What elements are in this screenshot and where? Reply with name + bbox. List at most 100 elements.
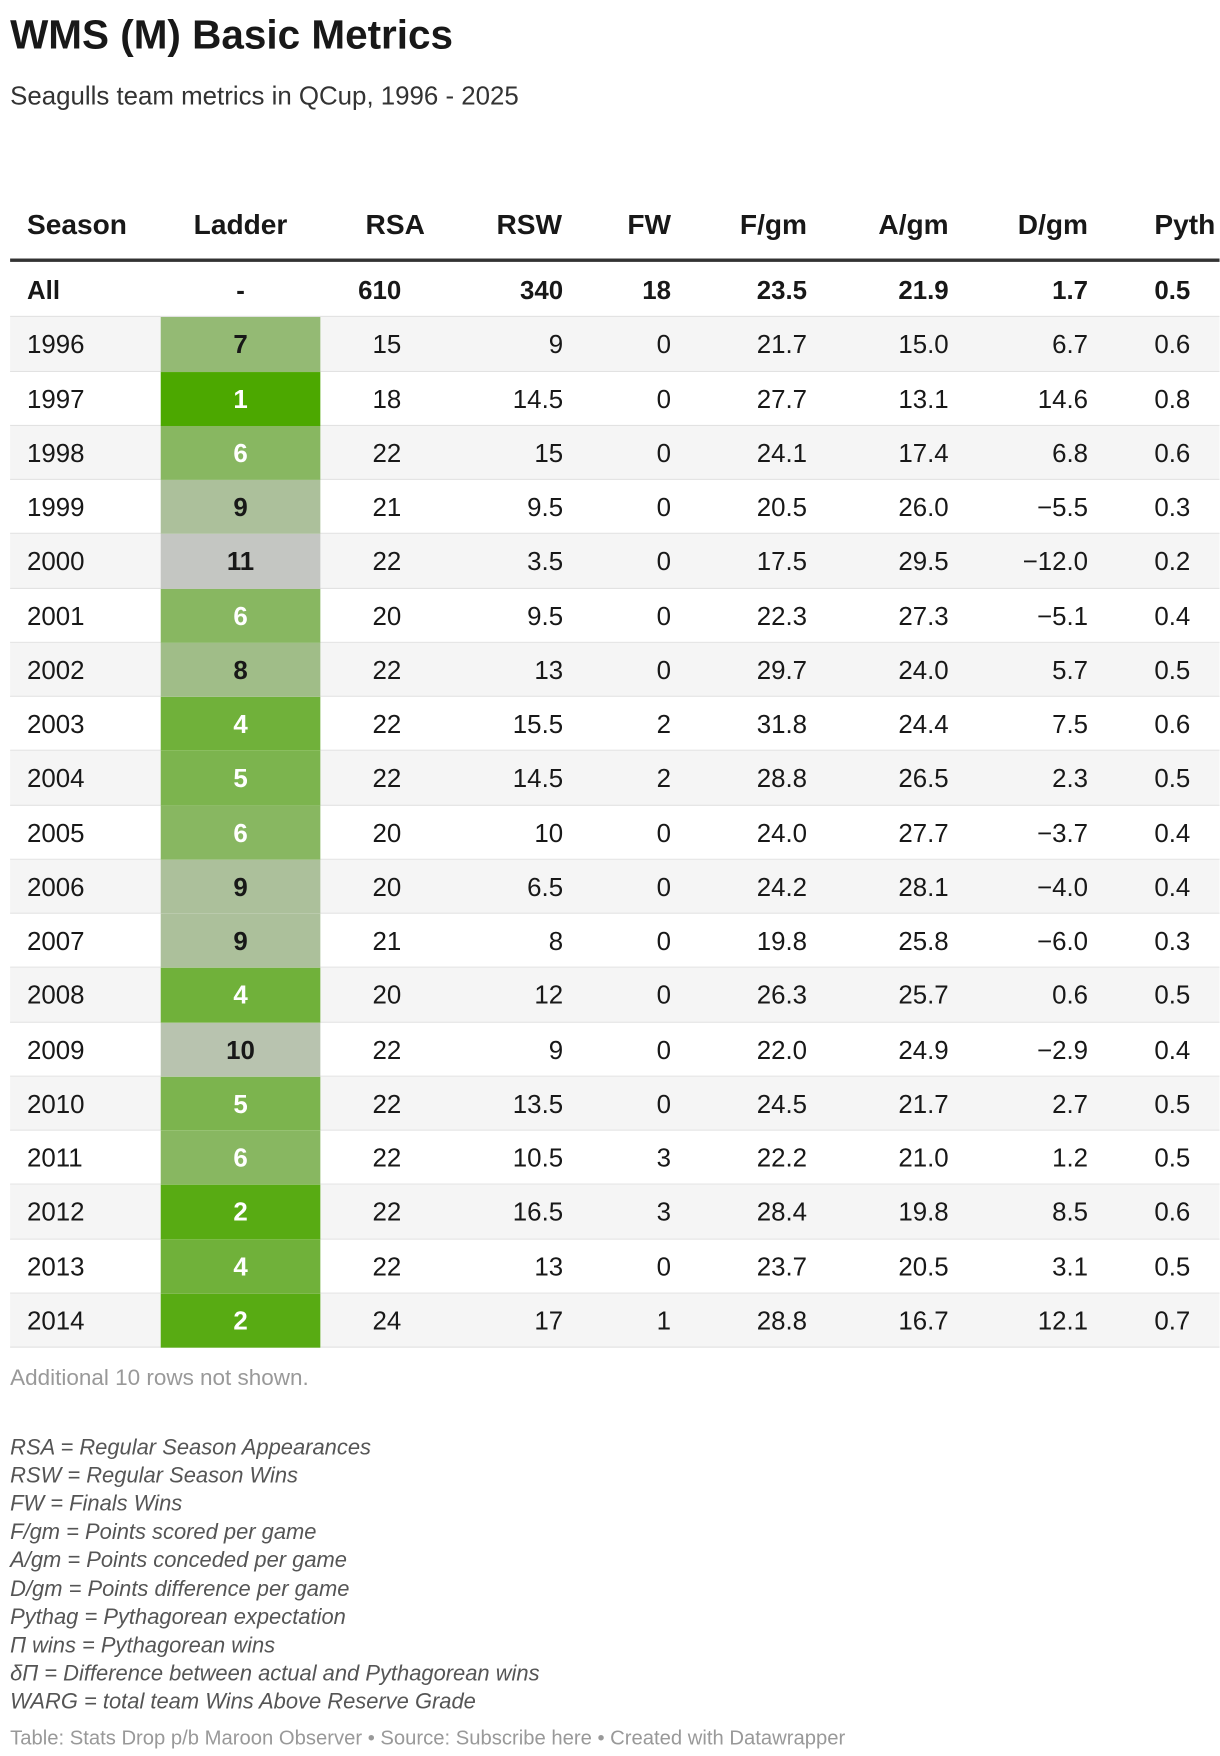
cell: 340 (519, 275, 564, 305)
source-link[interactable]: Subscribe here (455, 1726, 592, 1749)
column-header: RSA (365, 209, 425, 241)
cell: 31.8 (756, 709, 808, 739)
cell: 22 (372, 438, 402, 468)
cell: 10.5 (512, 1143, 564, 1173)
cell: 2009 (26, 1034, 85, 1064)
byline: Table: Stats Drop p/b Maroon Observer • … (10, 1726, 845, 1750)
cell: 7.5 (1052, 709, 1089, 739)
cell: 3.5 (527, 546, 564, 576)
cell: 26.0 (898, 492, 949, 522)
cell: −4.0 (1036, 871, 1089, 902)
cell: 24.5 (756, 1088, 808, 1119)
cell: 0 (656, 600, 672, 631)
ladder-cell (160, 751, 321, 806)
cell: −12.0 (1022, 546, 1089, 576)
title: WMS (M) Basic Metrics (10, 11, 454, 58)
cell: 0.6 (1154, 709, 1191, 739)
cell: All (26, 275, 61, 305)
cell: 1 (233, 383, 248, 414)
cell: 9 (233, 492, 248, 522)
cell: 24.0 (898, 655, 949, 685)
cell: 13 (534, 1251, 564, 1281)
note: Pythag = Pythagorean expectation (10, 1604, 346, 1630)
cell: 6 (233, 600, 248, 631)
cell: 2.7 (1052, 1088, 1089, 1119)
cell: 17 (534, 1305, 564, 1336)
cell: 0.4 (1154, 600, 1191, 631)
cell: 0.7 (1154, 1305, 1191, 1336)
cell: 0.4 (1154, 817, 1191, 847)
cell: 10 (226, 1034, 255, 1064)
note: RSA = Regular Season Appearances (10, 1435, 371, 1461)
cell: 2 (656, 709, 672, 739)
cell: 0.5 (1154, 1251, 1191, 1281)
cell: 0 (656, 980, 672, 1010)
cell: 13 (534, 655, 564, 685)
ladder-cell (160, 913, 321, 969)
cell: 1997 (26, 383, 85, 414)
cell: 19.8 (756, 926, 808, 956)
cell: 9 (233, 871, 248, 902)
cell: 21 (372, 926, 402, 956)
cell: 6.5 (527, 871, 564, 902)
cell: 1998 (26, 438, 85, 468)
cell: 2004 (26, 763, 85, 793)
cell: 0.5 (1154, 275, 1191, 305)
ladder-cell (160, 1293, 321, 1348)
cell: 0.5 (1154, 763, 1191, 793)
cell: 20.5 (756, 492, 808, 522)
cell: 0.5 (1154, 980, 1191, 1010)
cell: 6 (233, 817, 248, 847)
column-header: D/gm (1017, 209, 1089, 241)
cell: 25.7 (898, 980, 949, 1010)
cell: 29.5 (898, 546, 949, 576)
cell: 6.7 (1052, 329, 1089, 359)
cell: 9.5 (527, 492, 564, 522)
ladder-cell (160, 425, 321, 480)
cell: 6 (233, 1143, 248, 1173)
cell: 18 (642, 275, 672, 305)
cell: 2013 (26, 1251, 85, 1281)
cell: 0.3 (1154, 492, 1191, 522)
column-header: Pyth (1154, 209, 1216, 241)
cell: 16.5 (512, 1197, 564, 1227)
cell: 0.6 (1154, 1197, 1191, 1227)
cell: 0 (656, 546, 672, 576)
cell: 2006 (26, 871, 85, 902)
cell: 22 (372, 1197, 402, 1227)
cell: 27.7 (898, 817, 949, 847)
byline-text: Table: Stats Drop p/b Maroon Observer • … (10, 1726, 456, 1749)
cell: 0 (656, 1034, 672, 1064)
cell: 0.8 (1154, 383, 1191, 414)
ladder-cell (160, 1022, 321, 1077)
cell: 2 (233, 1305, 248, 1336)
ladder-cell (160, 371, 321, 426)
ladder-cell (160, 1130, 321, 1185)
cell: 14.5 (512, 763, 564, 793)
cell: 21.0 (898, 1143, 949, 1173)
ladder-cell (160, 317, 321, 372)
row-background (10, 263, 1220, 318)
cell: 24 (372, 1305, 402, 1336)
cell: 21.9 (898, 275, 949, 305)
cell: 0 (656, 655, 672, 685)
cell: 15.5 (512, 709, 564, 739)
cell: −5.5 (1036, 492, 1089, 522)
cell: 22.2 (756, 1143, 808, 1173)
ladder-cell (160, 588, 321, 643)
cell: - (236, 275, 245, 305)
cell: 2012 (26, 1197, 85, 1227)
cell: 21 (372, 492, 402, 522)
ladder-cell (160, 696, 321, 752)
cell: 3 (656, 1143, 672, 1173)
cell: −3.7 (1036, 817, 1089, 847)
cell: 15.0 (898, 329, 949, 359)
cell: 0.3 (1154, 926, 1191, 956)
cell: 0.6 (1052, 980, 1089, 1010)
subtitle: Seagulls team metrics in QCup, 1996 - 20… (10, 80, 519, 111)
cell: 1996 (26, 329, 85, 359)
cell: 2011 (26, 1143, 83, 1173)
cell: 0.4 (1154, 871, 1191, 902)
cell: 3 (656, 1197, 672, 1227)
